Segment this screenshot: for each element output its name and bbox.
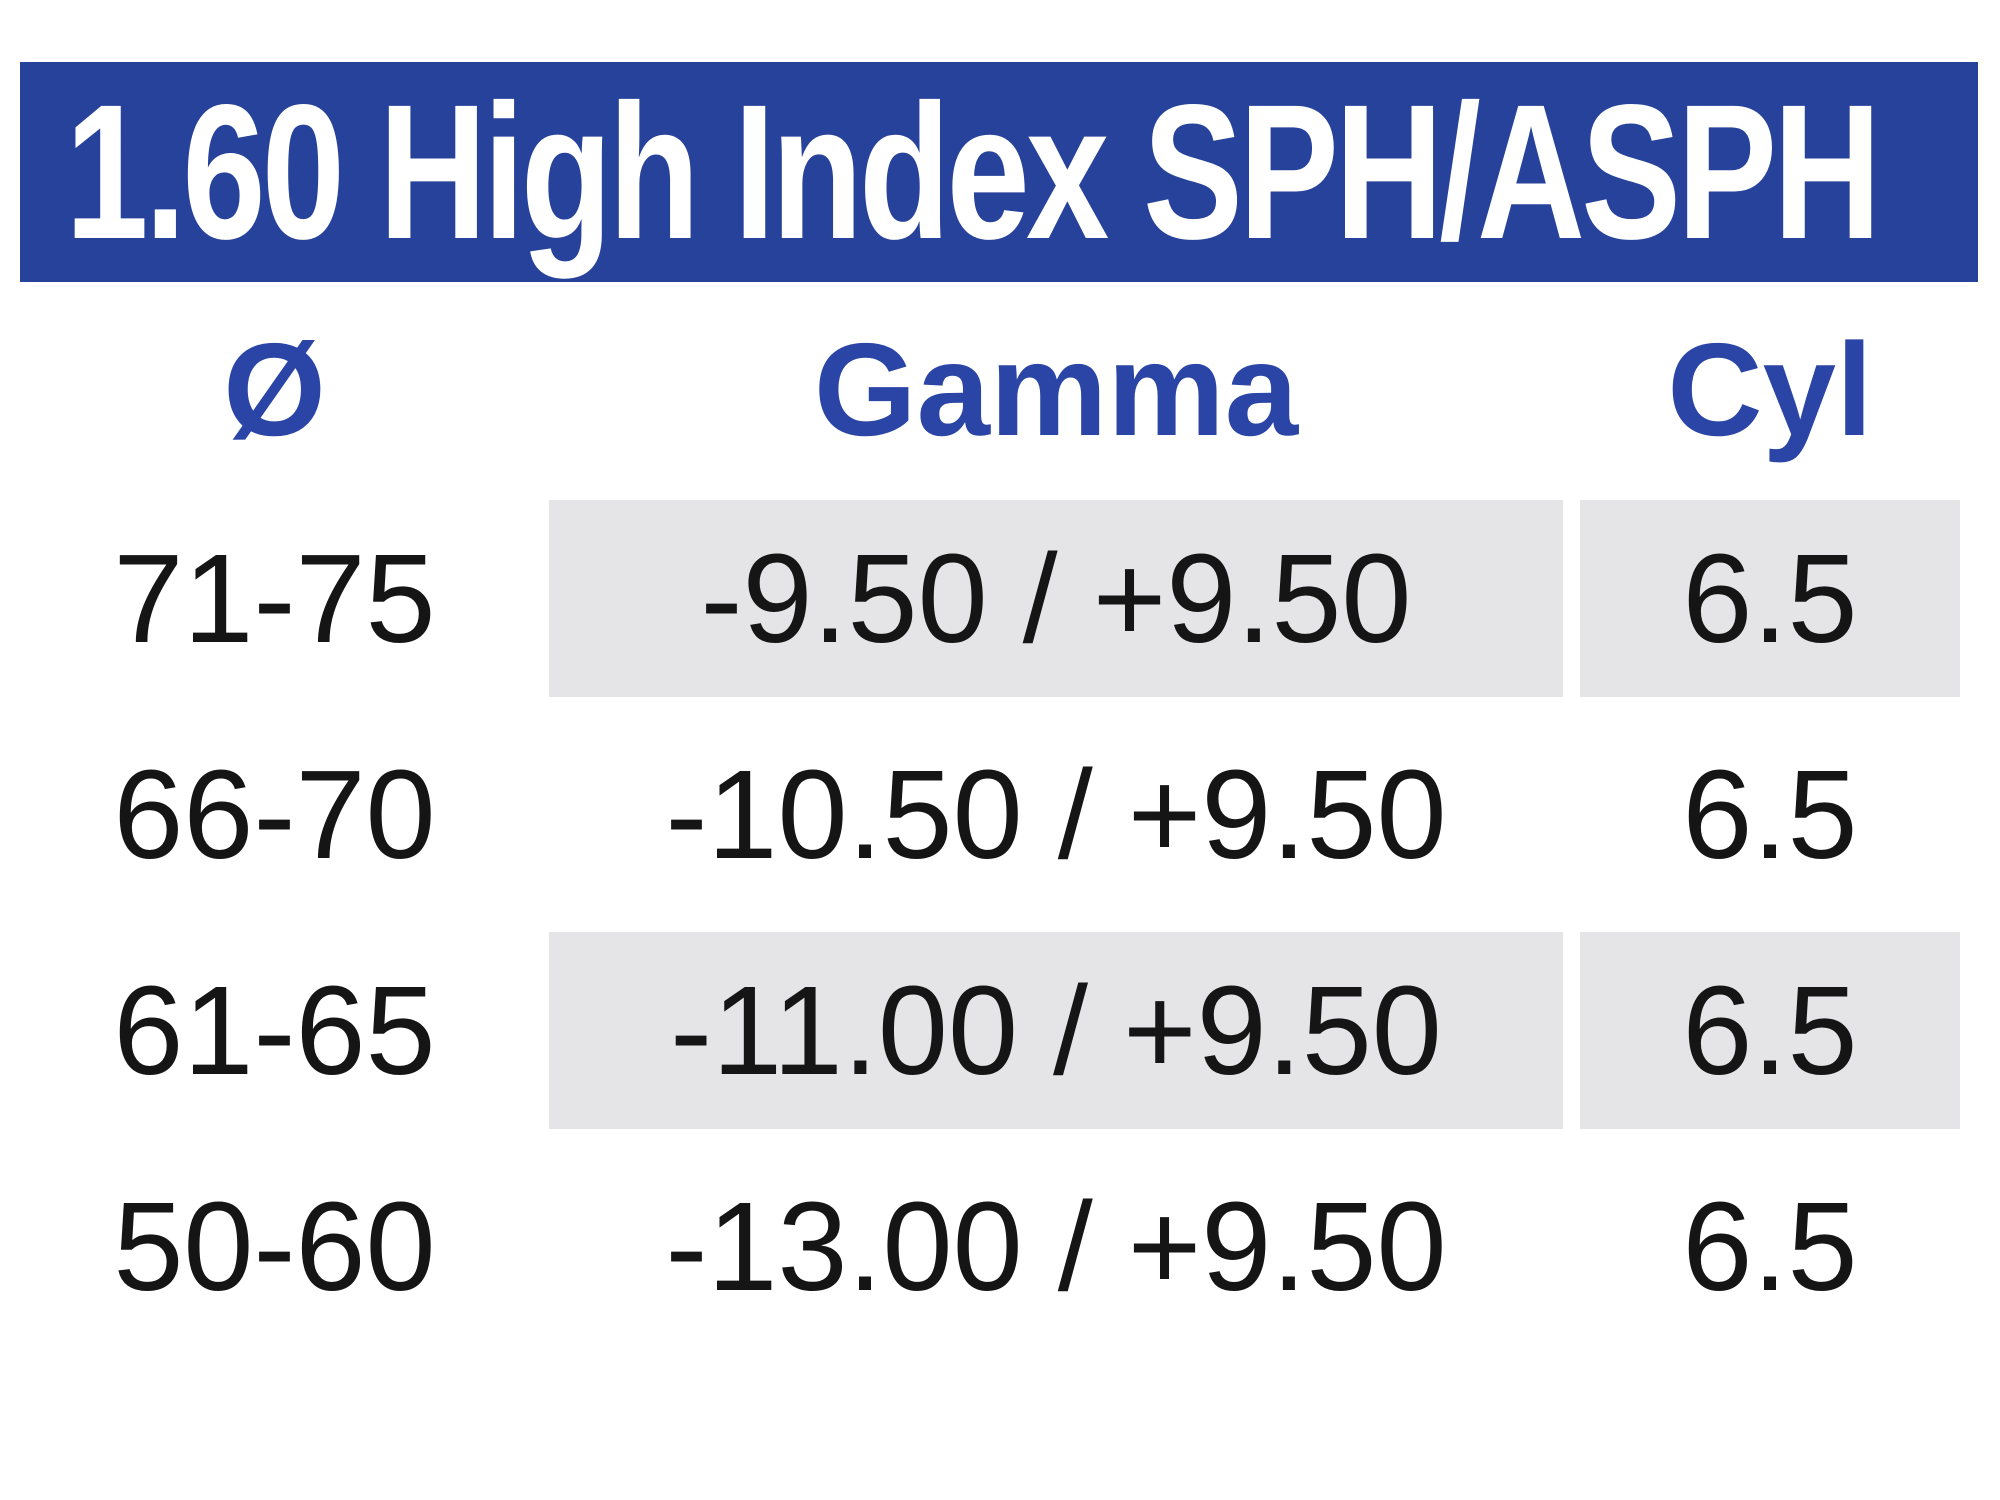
table-row: 50-60 -13.00 / +9.50 6.5 — [0, 1148, 2000, 1345]
cyl-cell: 6.5 — [1682, 744, 1858, 885]
diameter-cell: 61-65 — [113, 960, 436, 1101]
column-header-cyl: Cyl — [1667, 316, 1873, 463]
gamma-cell: -11.00 / +9.50 — [549, 932, 1563, 1129]
diameter-cell: 66-70 — [113, 744, 436, 885]
table-row: 66-70 -10.50 / +9.50 6.5 — [0, 716, 2000, 913]
title-banner: 1.60 High Index SPH/ASPH — [20, 62, 1978, 282]
diameter-cell: 50-60 — [113, 1176, 436, 1317]
gamma-cell: -9.50 / +9.50 — [549, 500, 1563, 697]
column-header-diameter: Ø — [223, 316, 326, 463]
gamma-cell: -13.00 / +9.50 — [665, 1176, 1447, 1317]
page-title: 1.60 High Index SPH/ASPH — [65, 64, 1881, 279]
table-row: 71-75 -9.50 / +9.50 6.5 — [0, 500, 2000, 697]
table-row: 61-65 -11.00 / +9.50 6.5 — [0, 932, 2000, 1129]
diameter-cell: 71-75 — [113, 528, 436, 669]
cyl-cell: 6.5 — [1682, 1176, 1858, 1317]
cyl-cell: 6.5 — [1580, 932, 1960, 1129]
gamma-cell: -10.50 / +9.50 — [665, 744, 1447, 885]
column-header-gamma: Gamma — [813, 316, 1299, 463]
cyl-cell: 6.5 — [1580, 500, 1960, 697]
table-header-row: Ø Gamma Cyl — [0, 300, 2000, 480]
